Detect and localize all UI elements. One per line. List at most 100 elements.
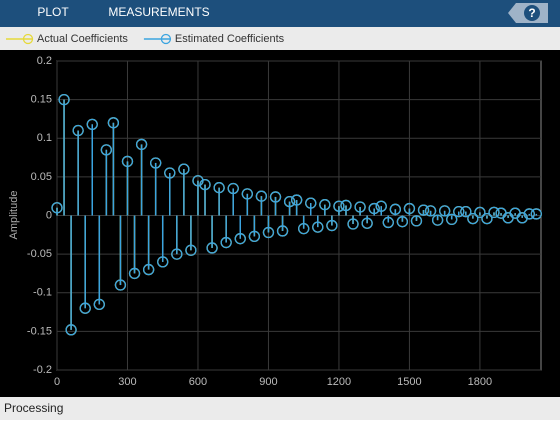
stem-marker bbox=[474, 206, 486, 219]
stem-marker bbox=[368, 202, 380, 215]
stem-marker bbox=[51, 202, 63, 214]
stem-marker bbox=[319, 199, 331, 211]
stem bbox=[431, 214, 444, 226]
legend-marker bbox=[160, 33, 172, 45]
stem bbox=[220, 215, 232, 249]
stem bbox=[269, 191, 282, 216]
help-button[interactable] bbox=[524, 5, 540, 21]
stem-marker bbox=[283, 195, 296, 208]
stem bbox=[446, 213, 458, 226]
x-tick-label: 0 bbox=[54, 376, 60, 388]
stem-marker bbox=[396, 216, 409, 228]
stem-marker bbox=[523, 208, 535, 220]
toolbar bbox=[0, 0, 560, 27]
x-tick-label: 300 bbox=[118, 376, 136, 388]
stem-marker bbox=[389, 203, 401, 215]
y-tick-label: -0.15 bbox=[27, 325, 52, 337]
stem bbox=[368, 202, 380, 216]
stem-marker bbox=[255, 190, 268, 202]
stem-marker bbox=[488, 206, 500, 219]
stem-marker bbox=[114, 279, 127, 291]
stem-marker bbox=[121, 155, 134, 168]
stem-marker bbox=[128, 267, 141, 280]
stem-marker bbox=[298, 222, 310, 235]
y-tick-label: 0 bbox=[46, 209, 52, 221]
stem-marker bbox=[305, 197, 317, 209]
stem-marker bbox=[171, 248, 183, 260]
stem bbox=[530, 208, 542, 220]
legend-label: Actual Coefficients bbox=[37, 33, 128, 45]
tab[interactable]: MEASUREMENTS bbox=[108, 5, 209, 19]
stem bbox=[347, 215, 359, 230]
stem bbox=[354, 201, 366, 216]
stem bbox=[389, 203, 401, 216]
stem-marker bbox=[93, 298, 105, 310]
stem bbox=[439, 205, 451, 217]
stem-marker bbox=[291, 194, 303, 206]
stem-marker bbox=[86, 118, 98, 130]
stem bbox=[319, 199, 331, 216]
x-tick-label: 1200 bbox=[327, 376, 351, 388]
stem bbox=[460, 205, 472, 218]
stem-marker bbox=[403, 202, 416, 215]
stem-marker bbox=[157, 256, 169, 268]
stem bbox=[305, 197, 317, 216]
y-tick-label: 0.1 bbox=[37, 132, 52, 144]
status-text: Processing bbox=[4, 401, 63, 415]
help-icon[interactable]: ? bbox=[528, 6, 535, 20]
legend-marker bbox=[22, 33, 34, 45]
stem-marker bbox=[135, 138, 148, 151]
stem bbox=[171, 215, 183, 260]
stem-marker bbox=[340, 199, 352, 212]
stem-marker bbox=[375, 200, 387, 212]
legend-bar bbox=[0, 27, 560, 50]
y-tick-label: 0.05 bbox=[31, 171, 52, 183]
stem-marker bbox=[178, 163, 190, 175]
stem bbox=[523, 208, 535, 220]
stem-marker bbox=[417, 204, 430, 216]
stem-marker bbox=[312, 221, 324, 233]
stem-marker bbox=[439, 205, 451, 217]
stem-marker bbox=[326, 219, 338, 232]
stem-marker bbox=[150, 157, 162, 169]
stem bbox=[121, 155, 134, 216]
x-tick-label: 600 bbox=[189, 376, 207, 388]
stem bbox=[142, 215, 155, 276]
stem bbox=[206, 215, 218, 254]
x-tick-label: 1800 bbox=[468, 376, 492, 388]
stem bbox=[410, 215, 423, 227]
stem-marker bbox=[382, 216, 394, 229]
stem bbox=[248, 215, 261, 243]
stem-marker bbox=[424, 205, 437, 217]
stem bbox=[298, 215, 310, 235]
tab[interactable]: PLOT bbox=[37, 5, 69, 19]
stem-marker bbox=[276, 225, 289, 237]
y-tick-label: -0.2 bbox=[33, 364, 52, 376]
stem bbox=[227, 182, 239, 216]
y-tick-label: 0.2 bbox=[37, 55, 52, 67]
stem bbox=[276, 215, 289, 237]
stem-marker bbox=[220, 236, 232, 249]
stem-marker bbox=[142, 263, 155, 276]
stem bbox=[361, 215, 373, 229]
stem bbox=[72, 124, 84, 216]
stem bbox=[241, 188, 253, 216]
stem-marker bbox=[213, 182, 225, 194]
stem-marker bbox=[199, 178, 211, 191]
stem bbox=[333, 200, 345, 216]
stem-marker bbox=[361, 217, 373, 229]
stem bbox=[135, 138, 148, 216]
stem-marker bbox=[206, 242, 218, 254]
y-tick-label: -0.05 bbox=[27, 248, 52, 260]
y-axis-label: Amplitude bbox=[8, 191, 20, 240]
stem bbox=[150, 157, 162, 216]
stem bbox=[312, 215, 324, 233]
stem-marker bbox=[530, 208, 542, 220]
stem bbox=[79, 215, 91, 314]
stem-marker bbox=[241, 188, 253, 200]
stem bbox=[93, 215, 105, 310]
stem bbox=[164, 167, 176, 216]
stem bbox=[58, 93, 70, 216]
stem bbox=[114, 215, 127, 291]
